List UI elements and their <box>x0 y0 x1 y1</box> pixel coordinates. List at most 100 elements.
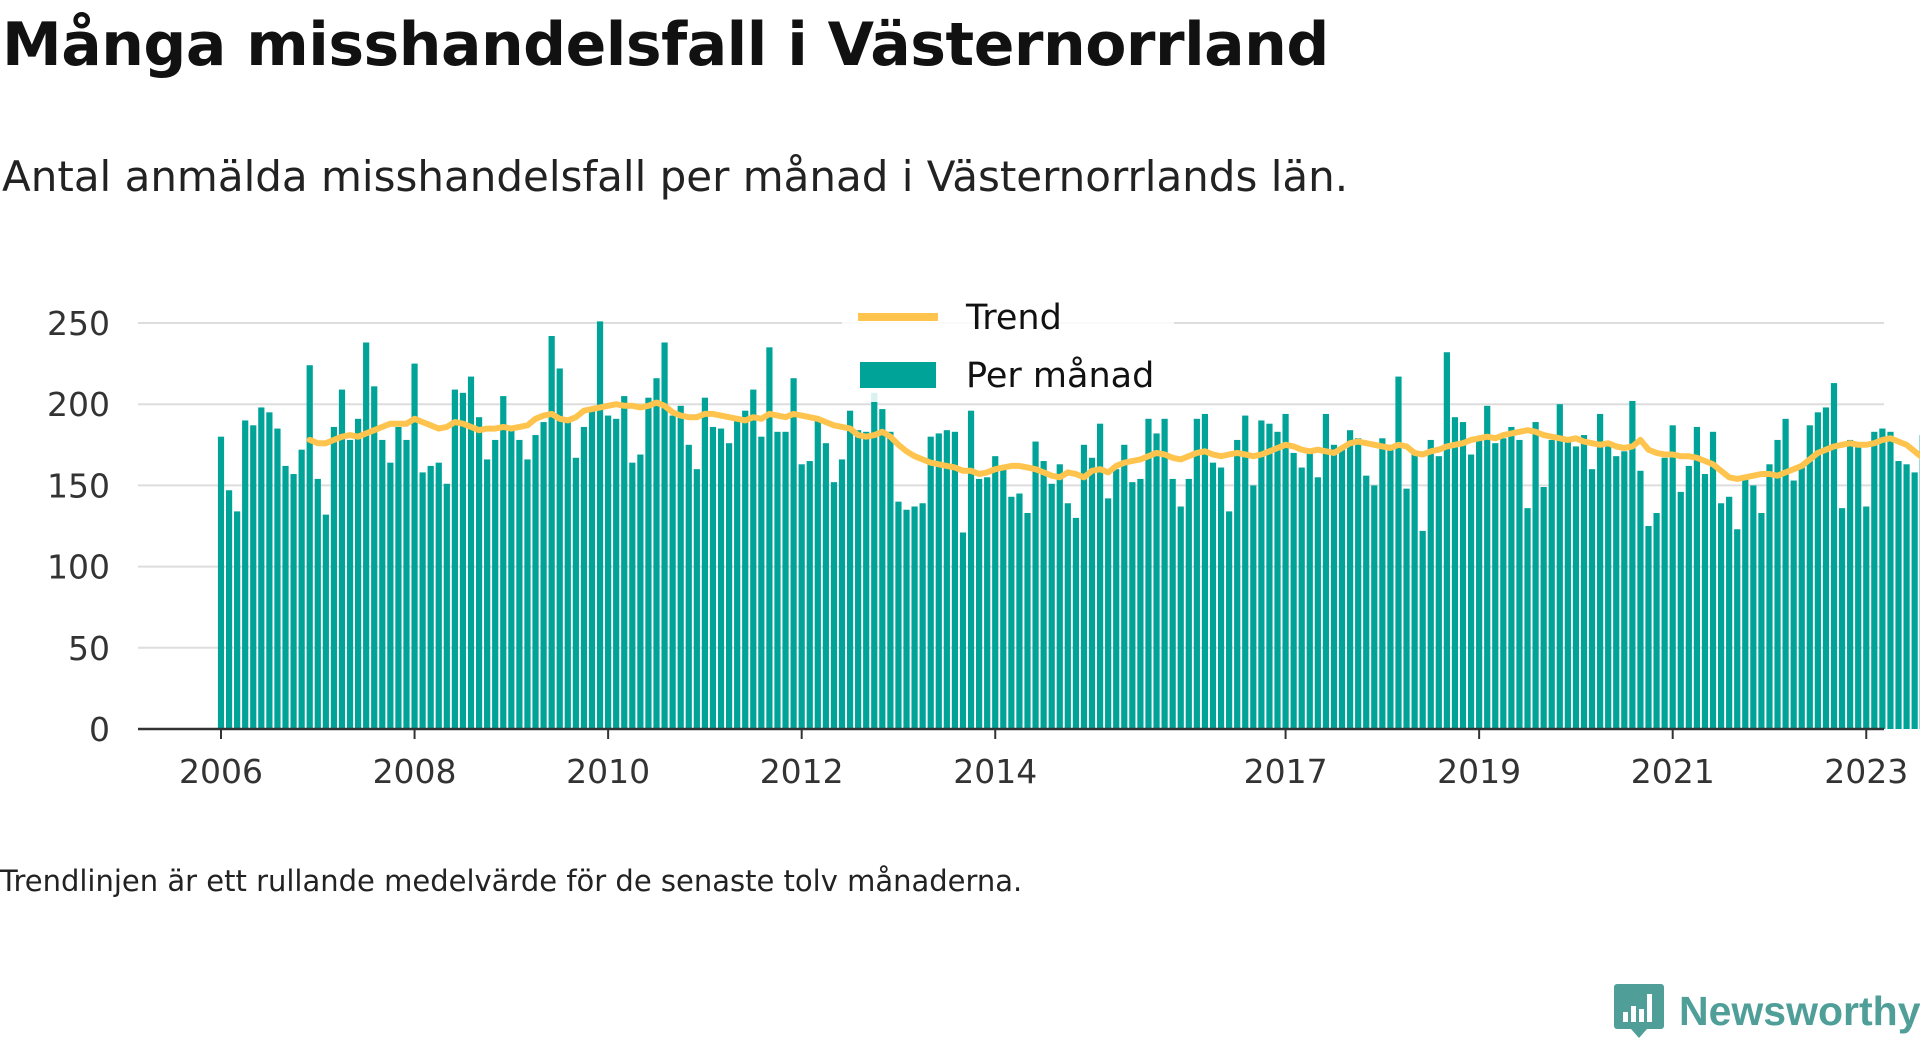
bar <box>1750 485 1757 729</box>
bar <box>379 439 386 729</box>
bar <box>798 464 805 729</box>
bar <box>919 503 926 729</box>
x-tick-label: 2008 <box>373 752 457 791</box>
bar <box>556 368 563 729</box>
bar <box>846 410 854 729</box>
y-tick-label: 50 <box>68 629 110 668</box>
bar <box>500 396 507 729</box>
bar <box>1338 446 1346 729</box>
bar <box>1282 413 1289 729</box>
bar <box>234 511 241 729</box>
bar <box>596 321 604 729</box>
bar <box>1629 400 1636 729</box>
bar <box>290 474 297 729</box>
bar <box>282 465 289 729</box>
bar <box>524 459 531 729</box>
bar <box>1145 418 1152 729</box>
bar <box>685 444 692 729</box>
bar <box>645 397 652 729</box>
bar <box>427 465 434 729</box>
bar <box>1863 506 1870 729</box>
bar <box>1201 413 1209 729</box>
bar <box>1032 441 1039 729</box>
bar <box>1766 464 1773 729</box>
x-axis-ticks: 2006200820102012201420172019202120232025 <box>179 729 1908 791</box>
bar <box>992 456 999 729</box>
bar <box>387 462 394 729</box>
bar <box>1621 451 1628 729</box>
bar <box>1161 418 1168 729</box>
bar <box>1234 439 1241 729</box>
bar <box>1653 513 1660 729</box>
bar <box>1701 474 1709 729</box>
bar <box>1532 422 1539 729</box>
bar <box>314 478 321 729</box>
bar <box>516 439 523 729</box>
bar <box>1266 423 1273 729</box>
bar <box>927 436 934 729</box>
bar <box>1467 454 1475 729</box>
bar <box>1911 472 1918 729</box>
bar <box>242 420 249 729</box>
chart-title: Många misshandelsfall i Västernorrland <box>2 10 1329 80</box>
chart: 0 50 100 150 200 250 2006 2008 2010 2012 2014 2017… <box>47 292 1920 791</box>
bar <box>693 469 700 729</box>
bar <box>1242 415 1249 729</box>
bar <box>1306 449 1313 729</box>
bar <box>1500 438 1507 729</box>
bar <box>484 459 491 729</box>
bar <box>1855 443 1862 729</box>
bar <box>1822 407 1830 729</box>
bar <box>750 389 757 729</box>
bar <box>863 431 870 729</box>
bar <box>605 415 612 729</box>
x-tick-label: 2023 <box>1824 752 1908 791</box>
bar <box>1492 443 1499 729</box>
bar <box>419 472 426 729</box>
bar <box>395 426 402 729</box>
bar <box>1484 405 1491 729</box>
bar <box>508 426 515 729</box>
footnote: Trendlinjen är ett rullande medelvärde f… <box>0 864 1023 898</box>
bar <box>1096 423 1104 729</box>
bar <box>338 389 346 729</box>
bar <box>701 397 708 729</box>
bar <box>1597 413 1604 729</box>
bar <box>887 431 894 729</box>
bar <box>1403 488 1410 729</box>
bar <box>1040 461 1047 729</box>
bar <box>572 457 579 729</box>
bar <box>1685 465 1692 729</box>
bar <box>1476 439 1483 729</box>
bar <box>1758 513 1765 729</box>
bar <box>943 430 950 729</box>
bar <box>758 436 765 729</box>
bar <box>742 410 749 729</box>
bar <box>1290 452 1297 729</box>
bar <box>1895 461 1902 729</box>
bar <box>1830 383 1838 729</box>
bar <box>1427 439 1434 729</box>
x-tick-label: 2006 <box>179 752 263 791</box>
bar <box>492 439 499 729</box>
bar <box>661 342 668 729</box>
bar <box>1080 444 1088 729</box>
bar <box>467 376 475 729</box>
bar <box>1185 478 1192 729</box>
chart-subtitle: Antal anmälda misshandelsfall per månad … <box>2 152 1349 201</box>
bar <box>1556 404 1563 729</box>
bar <box>1371 485 1378 729</box>
bar <box>1314 477 1321 729</box>
bar <box>1814 412 1821 729</box>
bar <box>790 378 797 729</box>
bar <box>371 386 378 729</box>
bar <box>1008 496 1015 729</box>
bar <box>1363 475 1370 729</box>
bar <box>967 410 975 729</box>
bar <box>1129 482 1136 729</box>
bar <box>1056 464 1063 729</box>
bar <box>1330 444 1338 729</box>
bar <box>1435 456 1442 729</box>
bar <box>1048 483 1055 729</box>
bar <box>822 443 829 729</box>
